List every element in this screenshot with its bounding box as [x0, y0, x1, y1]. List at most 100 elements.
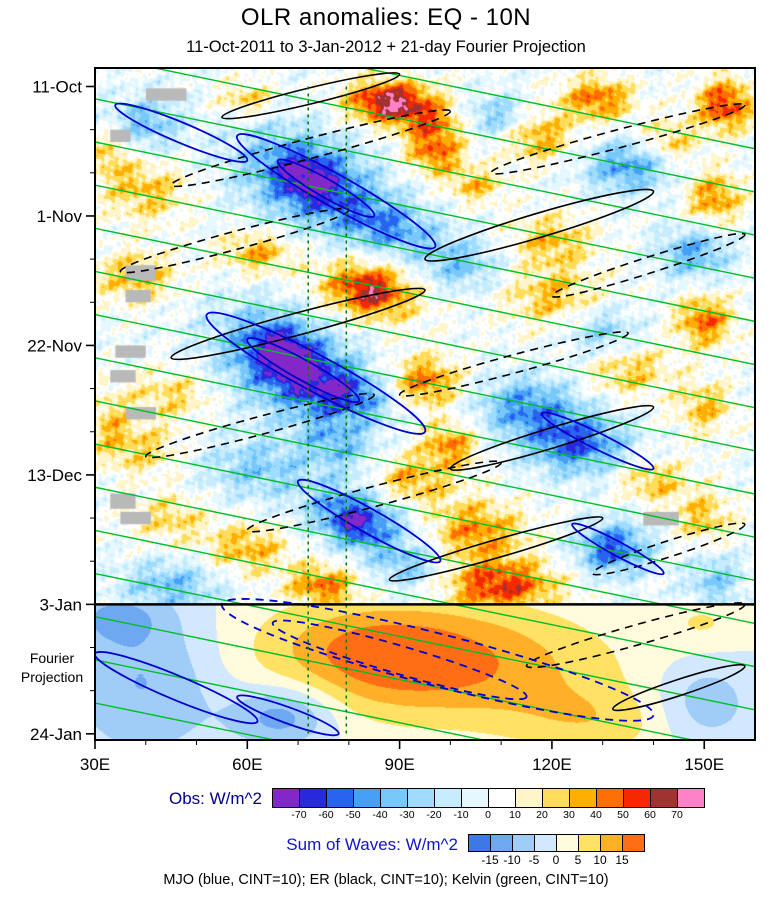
- kelvin-contour-line: [95, 659, 487, 740]
- y-tick-label: 24-Jan: [30, 725, 82, 744]
- colorbar-cell: [542, 788, 570, 808]
- colorbar-tick-label: 60: [644, 809, 656, 821]
- er-contour: [221, 72, 401, 120]
- fourier-projection-annotation: Projection: [21, 669, 83, 685]
- x-tick-label: 120E: [532, 755, 572, 774]
- kelvin-contour-line: [95, 270, 755, 409]
- colorbar-cell: [326, 788, 354, 808]
- mjo-contour: [235, 133, 437, 250]
- colorbar-tick-label: 70: [671, 809, 683, 821]
- colorbar-tick-label: -50: [345, 809, 361, 821]
- er-contour: [144, 392, 376, 459]
- colorbar-cell: [490, 834, 513, 852]
- kelvin-contour-line: [95, 98, 755, 236]
- y-tick-label: 11-Oct: [32, 77, 82, 96]
- colorbar-cell: [677, 788, 705, 808]
- plot-frame: [94, 67, 756, 741]
- kelvin-contour-line: [95, 486, 755, 625]
- er-contour: [611, 663, 746, 712]
- colorbar-tick-label: -40: [372, 809, 388, 821]
- colorbar-tick-label: 50: [617, 809, 629, 821]
- x-tick-label: 60E: [232, 755, 262, 774]
- mjo-contour: [540, 411, 655, 471]
- colorbar-cell: [512, 834, 535, 852]
- colorbar-cell: [380, 788, 408, 808]
- mjo-contour: [296, 478, 442, 564]
- kelvin-contour-line: [95, 227, 755, 366]
- kelvin-contour-line: [95, 572, 755, 711]
- colorbar-cell: [569, 788, 597, 808]
- colorbar-tick-label: 10: [509, 809, 521, 821]
- er-contour: [388, 516, 604, 582]
- mjo-contour: [114, 102, 249, 163]
- er-contour: [246, 460, 502, 533]
- kelvin-contour-line: [95, 400, 755, 538]
- colorbar-tick-label: -5: [528, 853, 540, 867]
- er-contour: [525, 602, 746, 669]
- colorbar-cell: [578, 834, 601, 852]
- mjo-contour: [271, 619, 528, 701]
- chart-title: OLR anomalies: EQ - 10N: [240, 4, 532, 31]
- colorbar-tick-label: -20: [426, 809, 442, 821]
- colorbar-cell: [434, 788, 462, 808]
- kelvin-contour-line: [95, 357, 755, 495]
- er-contour: [398, 331, 629, 397]
- mjo-contour: [205, 311, 427, 435]
- colorbar-cell: [468, 834, 491, 852]
- colorbar-cell: [515, 788, 543, 808]
- er-contour: [170, 109, 452, 188]
- colorbar-cell: [272, 788, 300, 808]
- colorbar-tick-label: 20: [536, 809, 548, 821]
- colorbar-tick-label: 15: [615, 853, 629, 867]
- colorbar-cell: [461, 788, 489, 808]
- colorbar-cell: [556, 834, 579, 852]
- colorbar-tick-label: -70: [291, 809, 307, 821]
- colorbar-cell: [650, 788, 678, 808]
- mjo-contour: [236, 694, 340, 737]
- kelvin-contour-line: [95, 616, 696, 740]
- colorbar-tick-label: 10: [593, 853, 607, 867]
- er-contour: [591, 522, 746, 576]
- hovmoller-field-canvas: [95, 68, 755, 740]
- colorbar-tick-label: 5: [574, 853, 582, 867]
- colorbar-cell: [353, 788, 381, 808]
- contour-legend-caption: MJO (blue, CINT=10); ER (black, CINT=10)…: [163, 872, 609, 888]
- kelvin-contour-line: [95, 141, 755, 279]
- fourier-projection-annotation: Fourier: [30, 650, 75, 666]
- obs-colorbar: -70 -60 -50 -40 -30 -20 -10 0 10 20 30 40 50 60 70: [272, 788, 705, 824]
- colorbar-cell: [488, 788, 516, 808]
- y-tick-label: 1-Nov: [37, 207, 83, 226]
- y-tick-label: 3-Jan: [39, 595, 82, 614]
- mjo-contour: [571, 522, 665, 576]
- x-tick-label: 150E: [684, 755, 724, 774]
- colorbar-tick-label: 30: [563, 809, 575, 821]
- kelvin-contour-line: [95, 702, 278, 740]
- sum-of-waves-colorbar: -15 -10 -5 0 5 10 15: [468, 834, 645, 868]
- x-tick-label: 30E: [80, 755, 110, 774]
- y-tick-label: 13-Dec: [27, 466, 82, 485]
- colorbar-tick-label: -10: [453, 809, 469, 821]
- kelvin-contour-line: [95, 529, 755, 668]
- sum-colorbar-label: Sum of Waves: W/m^2: [286, 835, 458, 854]
- y-tick-label: 22-Nov: [27, 336, 82, 355]
- mjo-contour: [276, 158, 376, 218]
- er-contour: [551, 232, 746, 298]
- kelvin-contour-line: [360, 68, 755, 150]
- obs-colorbar-label: Obs: W/m^2: [169, 789, 262, 808]
- colorbar-cell: [534, 834, 557, 852]
- colorbar-tick-label: 0: [485, 809, 491, 821]
- colorbar-tick-label: -30: [399, 809, 415, 821]
- colorbar-cell: [299, 788, 327, 808]
- er-contour: [170, 287, 426, 361]
- colorbar-tick-label: -15: [481, 853, 499, 867]
- colorbar-tick-label: 40: [590, 809, 602, 821]
- colorbar-tick-label: 0: [552, 853, 560, 867]
- chart-subtitle: 11-Oct-2011 to 3-Jan-2012 + 21-day Fouri…: [186, 38, 586, 56]
- x-tick-label: 90E: [384, 755, 414, 774]
- colorbar-tick-label: -60: [318, 809, 334, 821]
- er-contour: [424, 188, 655, 262]
- colorbar-cell: [622, 834, 645, 852]
- colorbar-cell: [596, 788, 624, 808]
